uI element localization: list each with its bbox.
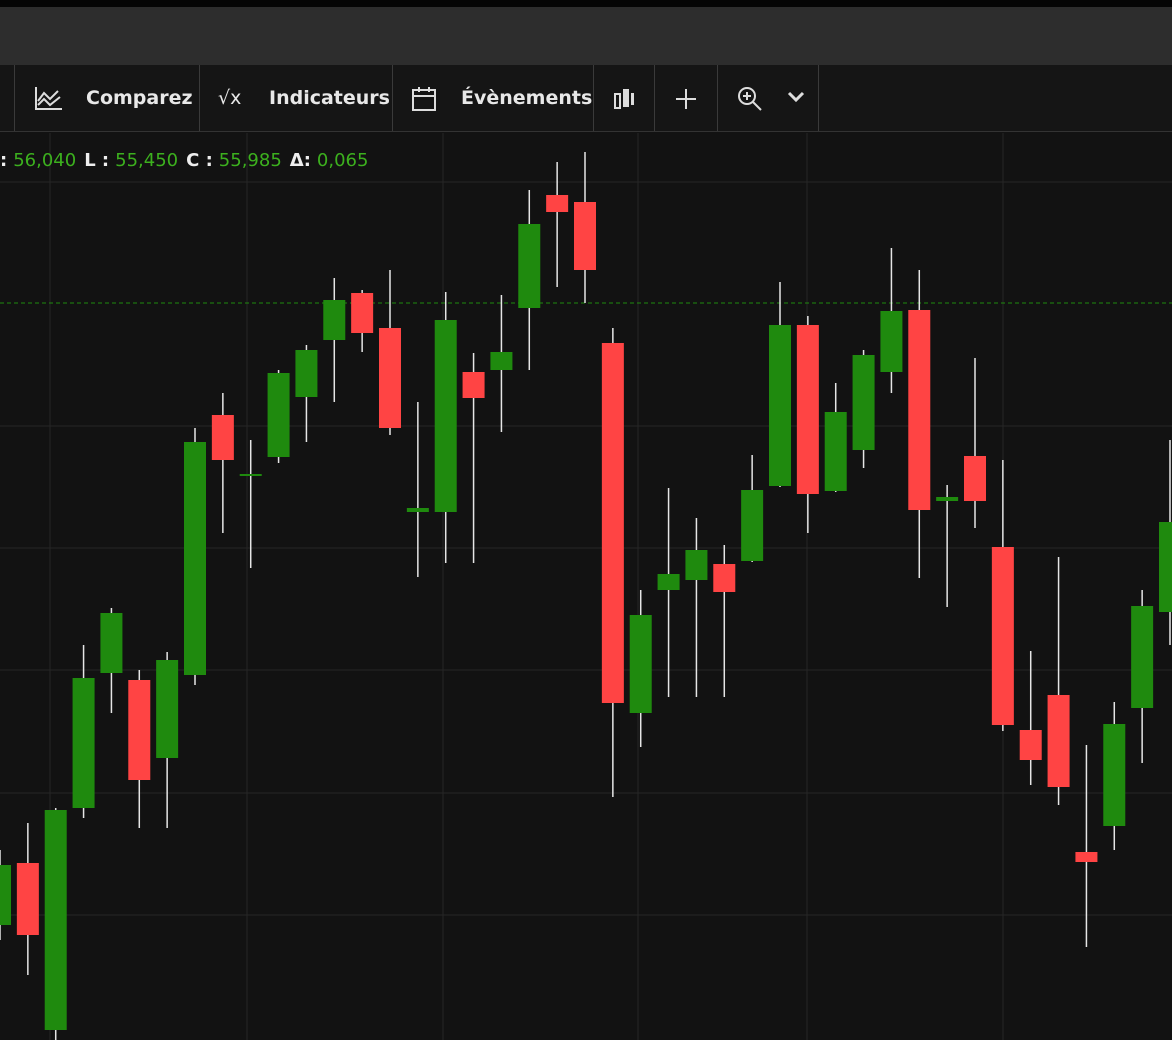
candle-body [1075, 852, 1098, 862]
candle-body [434, 320, 457, 512]
candle-body [128, 680, 151, 780]
separator [593, 65, 594, 131]
separator [199, 65, 200, 131]
candle-body [1131, 606, 1154, 708]
candle-body [1159, 522, 1172, 612]
ohlc-value: 56,040 [13, 150, 77, 171]
candle-body [0, 865, 11, 925]
compare-icon[interactable] [34, 85, 64, 111]
ohlc-label: Δ: [289, 150, 311, 171]
candle-body [880, 311, 903, 372]
separator [717, 65, 718, 131]
candle-body [574, 202, 596, 270]
separator [818, 65, 819, 131]
title-bar [0, 0, 1172, 65]
candle-body [239, 474, 262, 476]
ohlc-label: : [0, 150, 8, 171]
zoom-icon[interactable] [736, 85, 764, 113]
candle-body [769, 325, 791, 486]
candle-body [936, 497, 959, 501]
indicators-button[interactable]: Indicateurs [269, 87, 390, 109]
indicators-icon[interactable]: √x [218, 87, 242, 109]
ohlc-value: 55,450 [115, 150, 179, 171]
candle-body [601, 343, 624, 703]
candle-body [72, 678, 95, 808]
candle-body [100, 613, 123, 673]
candle-body [546, 195, 569, 212]
candle-body [1103, 724, 1126, 826]
ohlc-readout: :56,040 L :55,450 C :55,985 Δ: 0,065 [0, 150, 376, 171]
events-icon[interactable] [411, 86, 437, 112]
candle-body [796, 325, 819, 494]
candle-body [964, 456, 986, 501]
candle-body [406, 508, 429, 512]
events-button[interactable]: Évènements [461, 87, 593, 109]
candle-body [462, 372, 485, 398]
candle-body [211, 415, 234, 460]
candle-body [908, 310, 931, 510]
compare-button[interactable]: Comparez [86, 87, 193, 109]
ohlc-value: 0,065 [316, 150, 369, 171]
candle-body [267, 373, 290, 457]
ohlc-value: 55,985 [218, 150, 282, 171]
candle-body [713, 564, 736, 592]
candle-body [379, 328, 401, 428]
candle-body [490, 352, 513, 370]
candle-body [852, 355, 875, 450]
crosshair-icon[interactable] [674, 87, 698, 111]
candle-body [351, 293, 374, 333]
candle-body [44, 810, 67, 1030]
dropdown-icon[interactable] [786, 89, 806, 105]
chart-type-icon[interactable] [612, 85, 636, 111]
candle-body [295, 350, 318, 397]
candle-body [323, 300, 346, 340]
candle-body [991, 547, 1014, 725]
candle-body [629, 615, 652, 713]
candle-body [685, 550, 708, 580]
candle-body [184, 442, 206, 675]
separator [14, 65, 15, 131]
candle-body [657, 574, 680, 590]
separator [654, 65, 655, 131]
candle-body [824, 412, 847, 491]
toolbar: Comparez √x Indicateurs Évènements [0, 65, 1172, 132]
candle-body [1047, 695, 1070, 787]
separator [392, 65, 393, 131]
candle-body [156, 660, 179, 758]
candle-body [741, 490, 764, 561]
candle-body [16, 863, 39, 935]
ohlc-label: C : [186, 150, 213, 171]
ohlc-label: L : [84, 150, 110, 171]
candle-body [518, 224, 541, 308]
candle-body [1019, 730, 1042, 760]
